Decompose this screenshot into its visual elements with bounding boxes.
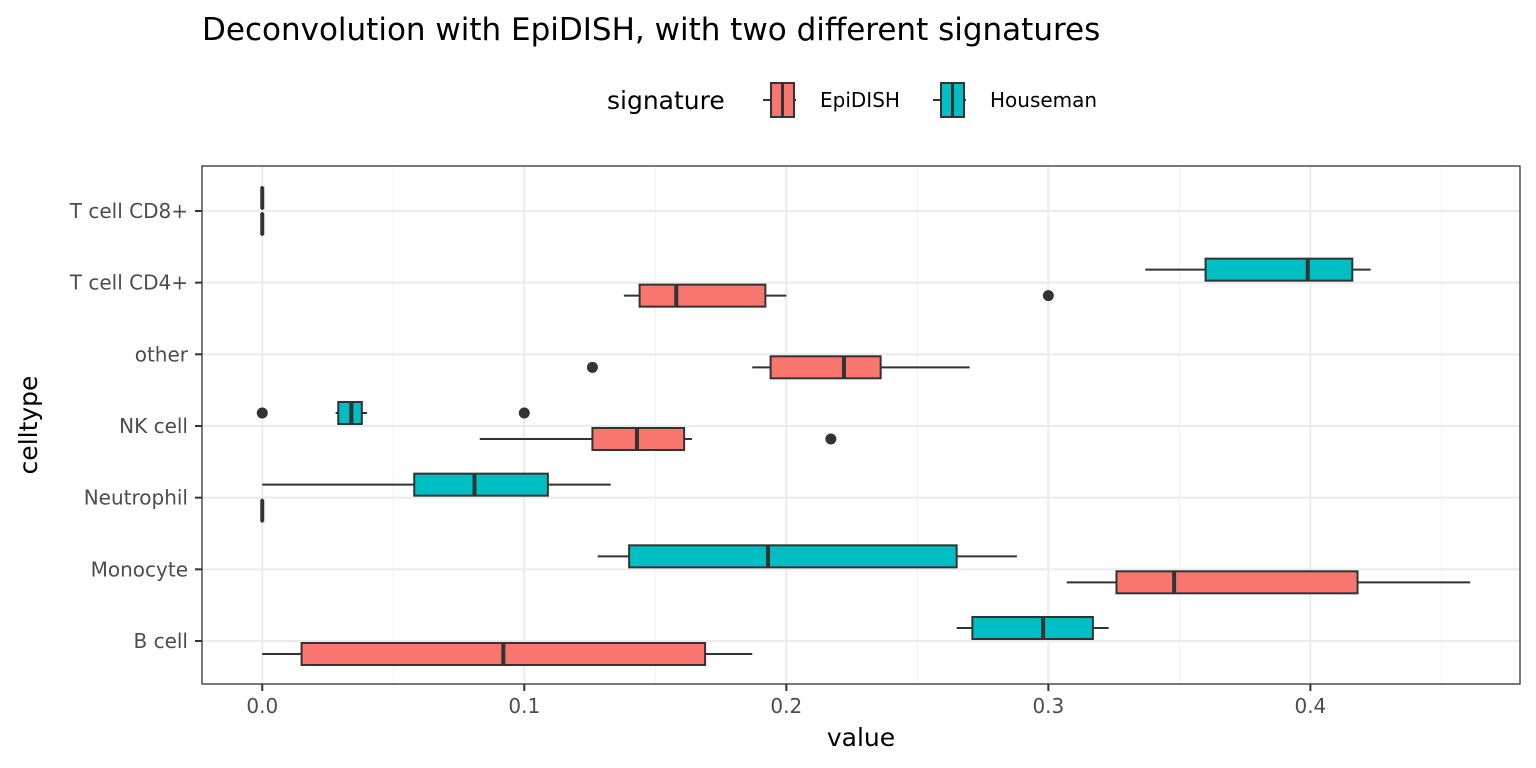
box-houseman-t-cell-cd4- (1145, 257, 1371, 282)
y-tick-label: B cell (134, 629, 189, 653)
legend-key-houseman: Houseman (933, 82, 1097, 118)
box-iqr (413, 472, 549, 497)
x-tick-label: 0.3 (1032, 694, 1064, 718)
legend-label-houseman: Houseman (990, 88, 1097, 112)
y-tick-label: Neutrophil (84, 486, 188, 510)
box-houseman-monocyte (597, 544, 1017, 569)
legend-label-epidish: EpiDISH (820, 88, 900, 112)
outlier-point (825, 433, 837, 445)
x-axis-title: value (827, 723, 895, 752)
legend: signature EpiDISH Houseman (607, 82, 1097, 118)
x-tick-label: 0.0 (246, 694, 278, 718)
legend-title: signature (607, 86, 725, 115)
y-tick-label: other (135, 342, 189, 366)
y-tick-label: T cell CD8+ (69, 199, 188, 223)
box-epidish-b-cell (262, 642, 753, 666)
box-houseman-neutrophil (262, 472, 611, 497)
box-iqr (638, 283, 767, 308)
box-epidish-t-cell-cd4- (623, 283, 1054, 308)
x-tick-label: 0.4 (1294, 694, 1326, 718)
box-epidish-monocyte (1066, 570, 1471, 595)
legend-key-epidish: EpiDISH (763, 82, 900, 118)
y-tick-label: T cell CD4+ (69, 271, 188, 295)
y-axis-title: celltype (14, 376, 43, 475)
box-iqr (769, 355, 882, 380)
box-epidish-other (586, 355, 970, 380)
box-houseman-b-cell (956, 616, 1109, 640)
outlier-point (518, 407, 530, 419)
outlier-point (256, 407, 268, 419)
plot-panel (202, 166, 1520, 684)
box-iqr (1204, 257, 1354, 282)
x-tick-label: 0.1 (508, 694, 540, 718)
y-tick-label: Monocyte (91, 557, 188, 581)
box-iqr (1115, 570, 1359, 595)
outlier-point (586, 361, 598, 373)
x-tick-label: 0.2 (770, 694, 802, 718)
y-tick-label: NK cell (119, 414, 188, 438)
box-iqr (971, 616, 1094, 640)
box-houseman-nk-cell (256, 400, 530, 425)
box-epidish-nk-cell (479, 426, 837, 451)
axes: 0.0 0.1 0.2 0.3 0.4 B cell Monocyte Neutrophil N… (69, 165, 1521, 718)
box-marks (256, 185, 1471, 666)
box-iqr (628, 544, 958, 569)
chart-title: Deconvolution with EpiDISH, with two dif… (202, 12, 1100, 48)
outlier-point (1042, 290, 1054, 302)
